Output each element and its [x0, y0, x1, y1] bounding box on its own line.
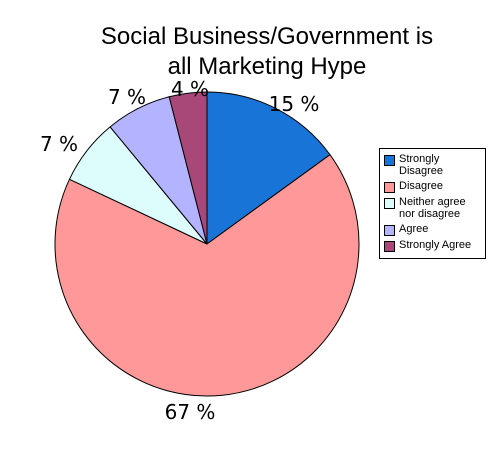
data-label-strongly-disagree: 15 %: [269, 92, 320, 116]
pie-slice-strongly-disagree: [206, 91, 331, 245]
chart-title: Social Business/Government is all Market…: [62, 22, 472, 82]
legend-swatch: [384, 241, 395, 252]
data-label-disagree: 67 %: [165, 400, 216, 424]
pie-slice-disagree: [54, 153, 360, 397]
legend-label: Strongly Agree: [399, 239, 472, 251]
legend-item: Disagree: [380, 179, 485, 195]
legend-swatch: [384, 155, 395, 166]
legend-label: Strongly Disagree: [399, 153, 444, 177]
legend-item: Strongly Disagree: [380, 152, 485, 179]
legend-item: Agree: [380, 222, 485, 238]
data-label-strongly-agree: 4 %: [171, 77, 209, 101]
legend-swatch: [384, 182, 395, 193]
legend-label: Neither agree nor disagree: [399, 196, 466, 220]
legend-swatch: [384, 198, 395, 209]
legend-swatch: [384, 225, 395, 236]
legend: Strongly Disagree Disagree Neither agree nor…: [379, 148, 486, 259]
legend-label: Disagree: [399, 180, 444, 192]
chart-title-line-2: all Marketing Hype: [167, 53, 367, 80]
legend-item: Neither agree nor disagree: [380, 195, 485, 222]
chart-title-line-1: Social Business/Government is: [100, 23, 434, 50]
legend-item: Strongly Agree: [380, 238, 485, 254]
data-label-agree: 7 %: [108, 85, 146, 109]
legend-label: Agree: [399, 223, 429, 235]
data-label-neither-agree-nor-disagree: 7 %: [40, 132, 78, 156]
pie-slice-strongly-agree: [168, 91, 208, 245]
